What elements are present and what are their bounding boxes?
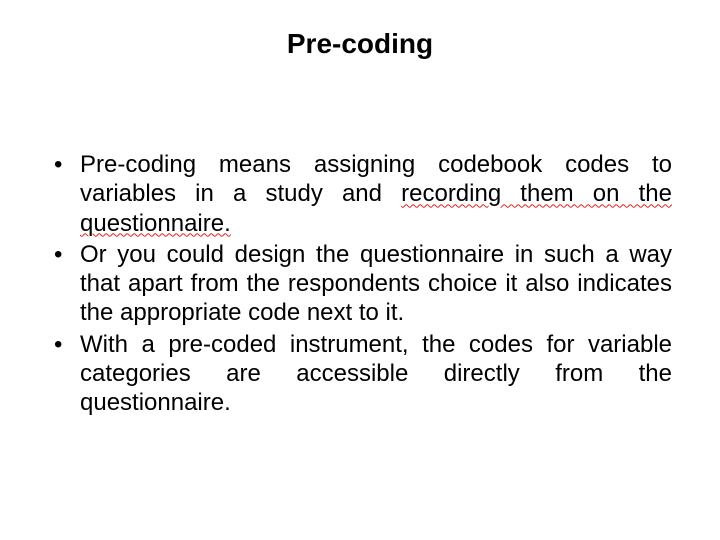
bullet-item: With a pre-coded instrument, the codes f… [48, 330, 672, 418]
bullet-item: Pre-coding means assigning codebook code… [48, 150, 672, 238]
text-run: With a pre-coded instrument, the codes f… [80, 331, 672, 417]
slide-title: Pre-coding [0, 28, 720, 60]
text-run: Or you could design the questionnaire in… [80, 241, 672, 327]
bullet-item: Or you could design the questionnaire in… [48, 240, 672, 328]
bullet-list: Pre-coding means assigning codebook code… [48, 150, 672, 417]
slide-body: Pre-coding means assigning codebook code… [48, 150, 672, 419]
slide: Pre-coding Pre-coding means assigning co… [0, 0, 720, 540]
